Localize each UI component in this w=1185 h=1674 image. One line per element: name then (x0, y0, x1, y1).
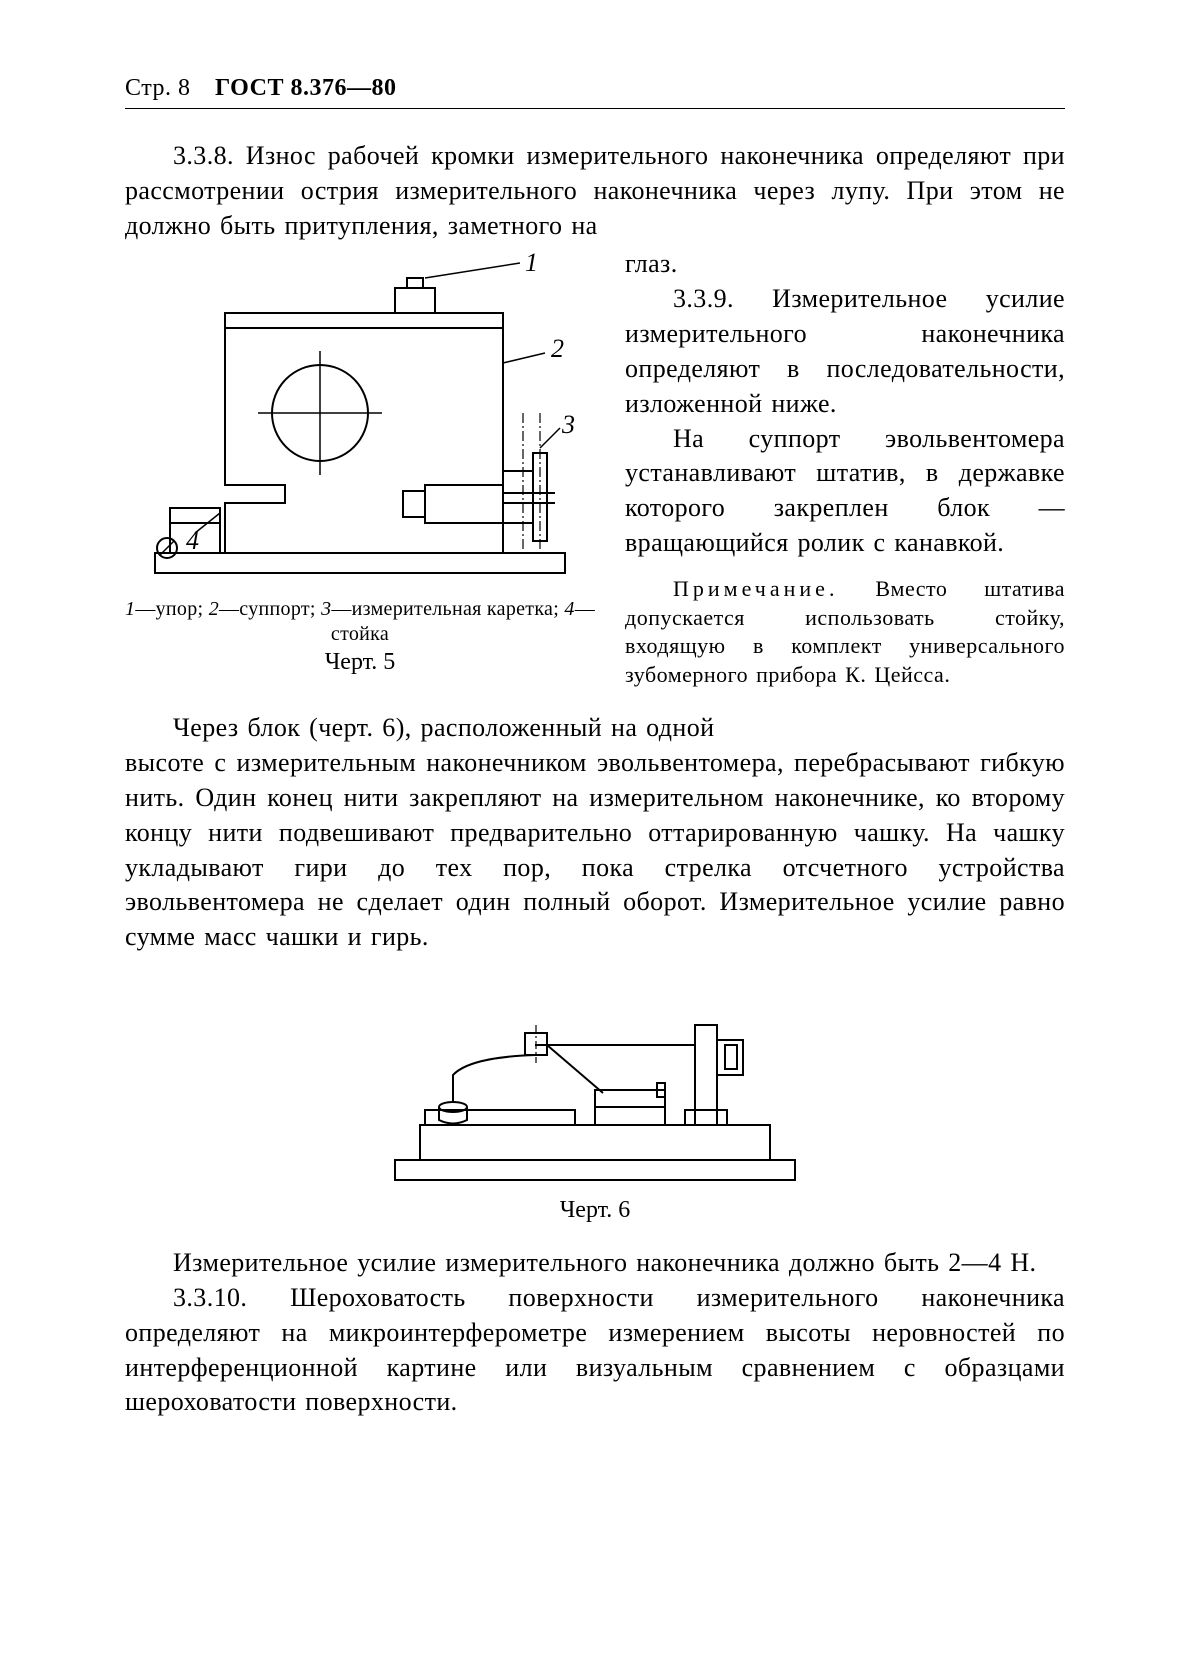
para-force: Измерительное усилие измерительного нако… (125, 1246, 1065, 1281)
figure-5-drawing: 1 2 3 4 (125, 253, 595, 593)
figure-6-label: Черт. 6 (335, 1197, 855, 1224)
figure-5-caption: 1—упор; 2—суппорт; 3—измерительная карет… (125, 597, 595, 647)
figure-5-label-1: 1 (525, 253, 538, 277)
page-number-label: Стр. 8 (125, 75, 190, 101)
figure-6-drawing (335, 985, 855, 1195)
para-continuation: высоте с измерительным наконечником эвол… (125, 746, 1065, 955)
page-header: Стр. 8 ГОСТ 8.376—80 (125, 75, 1065, 109)
figure-5-label-4: 4 (186, 526, 199, 555)
note-label: Примечание. (673, 576, 838, 601)
figure-5: 1 2 3 4 1—упор; 2—суппорт; 3—измерительн… (125, 253, 595, 676)
para-after-note: Через блок (черт. 6), расположенный на о… (125, 711, 1065, 746)
bottom-paragraphs: Измерительное усилие измерительного нако… (125, 1246, 1065, 1420)
figure-5-label: Черт. 5 (125, 649, 595, 676)
figure-5-label-3: 3 (561, 410, 575, 439)
para-3-3-10: 3.3.10. Шероховатость поверхности измери… (125, 1281, 1065, 1420)
page: Стр. 8 ГОСТ 8.376—80 3.3.8. Износ рабоче… (0, 0, 1185, 1674)
figure-6: Черт. 6 (335, 985, 855, 1224)
figure-5-label-2: 2 (551, 334, 564, 363)
para-3-3-8: 3.3.8. Износ рабочей кромки измерительно… (125, 139, 1065, 243)
word-glaz: глаз. (625, 249, 678, 278)
standard-code: ГОСТ 8.376—80 (215, 75, 396, 101)
